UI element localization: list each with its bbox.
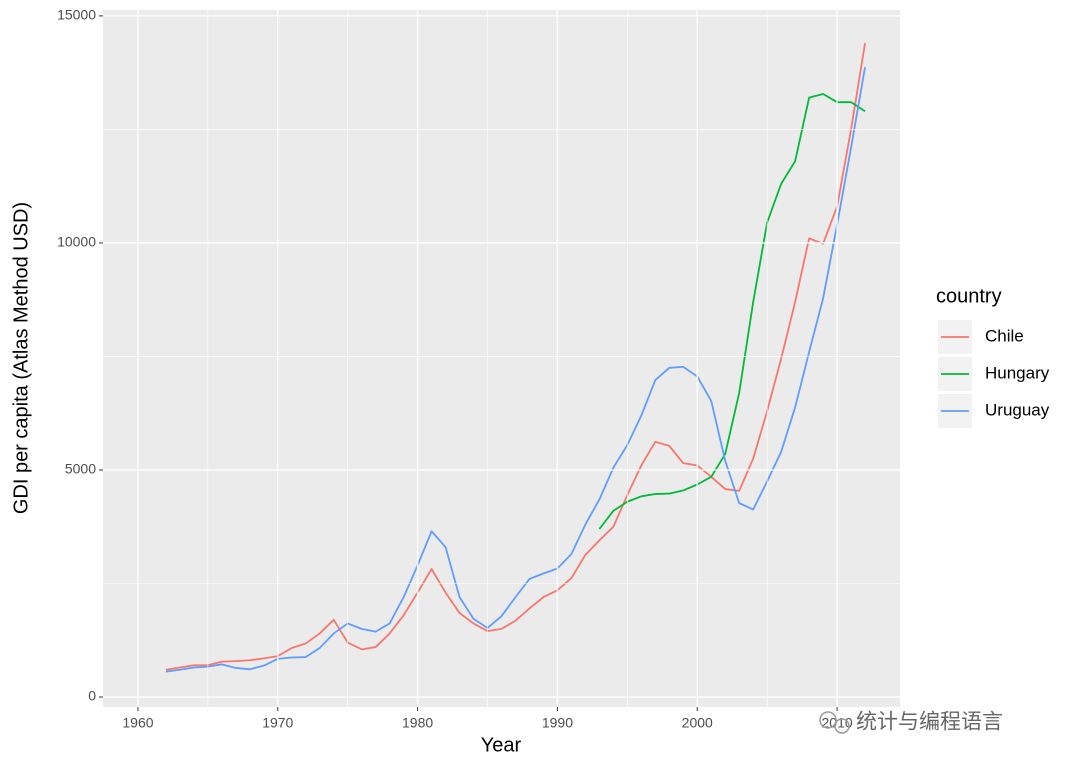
x-tick-label: 1970	[262, 715, 293, 731]
x-tick-label: 1980	[402, 715, 433, 731]
y-tick-label: 15000	[57, 7, 96, 23]
icon-bubble	[834, 718, 850, 734]
y-tick-label: 5000	[65, 461, 96, 477]
watermark: 统计与编程语言	[856, 711, 1003, 734]
x-tick-label: 1990	[542, 715, 573, 731]
x-tick-label: 2000	[682, 715, 713, 731]
legend-label: Uruguay	[985, 400, 1050, 419]
line	[598, 93, 866, 530]
legend-label: Hungary	[985, 363, 1050, 382]
x-axis-title: Year	[481, 734, 522, 756]
y-tick-label: 0	[88, 688, 96, 704]
watermark-icon	[819, 711, 850, 734]
y-axis-title: GDI per capita (Atlas Method USD)	[10, 202, 32, 514]
line	[165, 67, 866, 673]
legend-title: country	[936, 285, 1002, 307]
legend-label: Chile	[985, 326, 1024, 345]
x-tick-label: 1960	[122, 715, 153, 731]
icon-bubble	[819, 711, 837, 729]
y-tick-label: 10000	[57, 234, 96, 250]
x-tick-label: 2010	[822, 715, 853, 731]
